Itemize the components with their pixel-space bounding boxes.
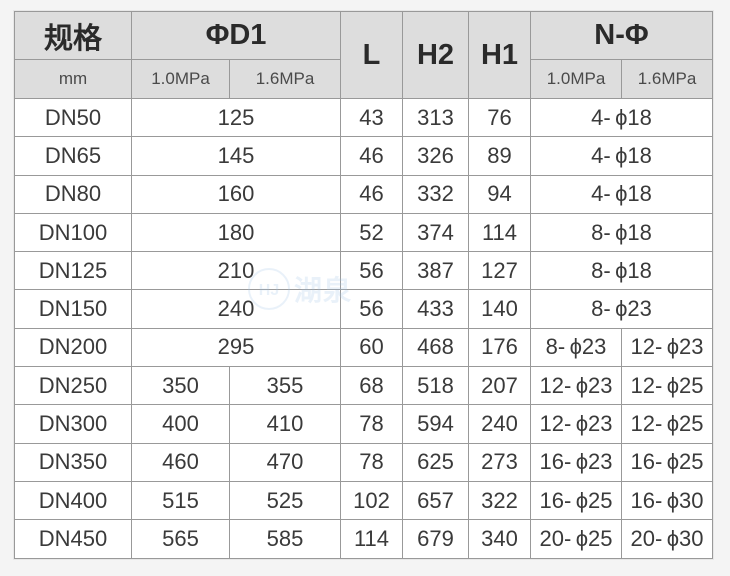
- svg-text:HJ: HJ: [259, 282, 279, 299]
